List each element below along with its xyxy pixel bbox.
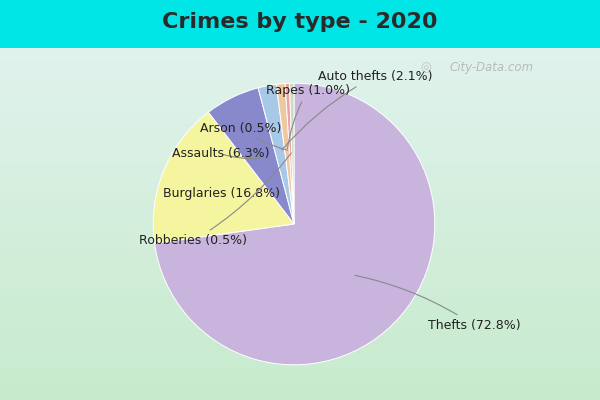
- Text: Burglaries (16.8%): Burglaries (16.8%): [163, 186, 280, 200]
- Text: Crimes by type - 2020: Crimes by type - 2020: [162, 12, 438, 32]
- Wedge shape: [285, 83, 294, 224]
- Text: Auto thefts (2.1%): Auto thefts (2.1%): [282, 70, 433, 150]
- Text: Arson (0.5%): Arson (0.5%): [200, 122, 288, 150]
- Wedge shape: [153, 112, 294, 244]
- Text: City-Data.com: City-Data.com: [450, 62, 534, 74]
- Text: Robberies (0.5%): Robberies (0.5%): [139, 153, 291, 247]
- Text: ◎: ◎: [421, 62, 431, 74]
- Wedge shape: [208, 88, 294, 224]
- Wedge shape: [155, 83, 435, 365]
- Wedge shape: [258, 84, 294, 224]
- Text: Rapes (1.0%): Rapes (1.0%): [266, 84, 350, 148]
- Text: Thefts (72.8%): Thefts (72.8%): [355, 275, 520, 332]
- Wedge shape: [290, 83, 294, 224]
- Wedge shape: [277, 84, 294, 224]
- Text: Assaults (6.3%): Assaults (6.3%): [172, 147, 269, 160]
